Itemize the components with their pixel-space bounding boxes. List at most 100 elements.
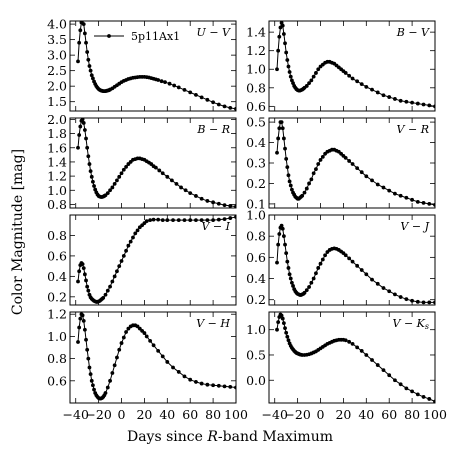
data-point [286, 173, 291, 178]
data-point [84, 278, 88, 283]
y-tick-label: 0.5 [246, 347, 266, 362]
data-point [199, 95, 204, 100]
data-point [105, 191, 110, 196]
data-point [112, 274, 117, 279]
y-tick-label: 1.6 [47, 140, 67, 155]
data-point [375, 363, 380, 367]
data-point [77, 325, 82, 330]
data-point [343, 253, 348, 258]
data-point [281, 136, 286, 141]
data-point [375, 90, 380, 95]
panel-label-B-R: B − R [196, 123, 230, 136]
data-point [410, 298, 415, 303]
data-point [433, 399, 435, 403]
data-point [304, 186, 309, 191]
y-tick-label: 0.4 [246, 135, 266, 150]
y-tick-label: 0.6 [47, 373, 67, 388]
x-tick-label: 100 [224, 407, 248, 422]
data-point [165, 360, 170, 364]
data-point [88, 169, 93, 174]
data-point [284, 251, 289, 256]
data-point [81, 318, 86, 323]
y-tick-label: 0.1 [246, 196, 266, 211]
data-point [393, 97, 397, 101]
panel-label-V-R: V − R [397, 123, 429, 136]
data-point [343, 155, 348, 160]
data-point [160, 354, 165, 359]
data-point [347, 159, 352, 163]
data-point [87, 64, 92, 68]
data-point [160, 218, 165, 223]
data-point [121, 254, 126, 258]
data-point [86, 356, 91, 361]
data-point [87, 162, 92, 166]
data-point [350, 76, 355, 81]
data-point [343, 338, 348, 343]
data-point [82, 31, 87, 36]
data-point [364, 272, 369, 277]
panel-label-V-J: V − J [400, 220, 429, 233]
data-point [188, 191, 193, 196]
panel-V-J: 0.2 0.4 0.6 0.8 1.0 V − J [246, 208, 436, 307]
y-tick-label: 1.0 [246, 208, 266, 223]
panel-frame [268, 214, 436, 306]
data-point [277, 232, 282, 236]
data-point [309, 78, 314, 83]
data-point [159, 79, 164, 84]
data-point [370, 87, 374, 92]
data-point [283, 146, 287, 151]
data-point [276, 242, 281, 247]
data-point [364, 174, 369, 179]
x-tick-label: 40 [358, 407, 374, 422]
data-point [194, 380, 198, 384]
data-point [288, 276, 293, 281]
data-point [276, 136, 281, 141]
series-line-V-J [276, 224, 435, 303]
data-point [216, 217, 221, 222]
data-point [153, 165, 158, 170]
data-point [84, 40, 88, 45]
data-point [421, 102, 426, 107]
data-point [78, 124, 83, 129]
data-point [370, 277, 374, 282]
data-point [350, 162, 355, 166]
data-point [350, 341, 355, 346]
data-point [81, 21, 84, 22]
data-point [92, 387, 96, 392]
data-point [404, 99, 409, 104]
data-point [205, 199, 210, 203]
data-point [277, 126, 282, 131]
data-point [280, 316, 285, 321]
data-point [302, 190, 307, 195]
data-point [110, 371, 115, 375]
data-point [404, 297, 409, 302]
data-point [318, 158, 323, 162]
y-tick-label: 4.0 [47, 17, 67, 32]
data-point [410, 100, 415, 105]
x-tick-label: 80 [404, 407, 420, 422]
x-tick-label: 100 [423, 407, 447, 422]
data-point [77, 269, 82, 274]
data-point [222, 104, 227, 109]
data-point [182, 218, 187, 223]
y-tick-label: 1.4 [246, 25, 266, 40]
panel-frame [69, 311, 237, 404]
panel-frame [69, 117, 237, 209]
data-point [194, 92, 198, 97]
data-point [82, 128, 87, 132]
data-point [128, 239, 133, 244]
data-point [156, 78, 161, 82]
data-point [124, 330, 128, 334]
data-point [289, 280, 294, 285]
data-point [355, 263, 360, 268]
data-point [286, 266, 291, 270]
data-point [77, 133, 82, 137]
panel-grid: 1.52.02.53.03.54.0U − V5p11Ax10.60.81.01… [47, 17, 447, 422]
panel-frame [69, 214, 237, 306]
data-point [427, 202, 432, 206]
data-point [287, 272, 292, 277]
y-tick-label: 3.5 [47, 32, 67, 47]
data-point [135, 228, 140, 233]
data-point [148, 218, 153, 223]
